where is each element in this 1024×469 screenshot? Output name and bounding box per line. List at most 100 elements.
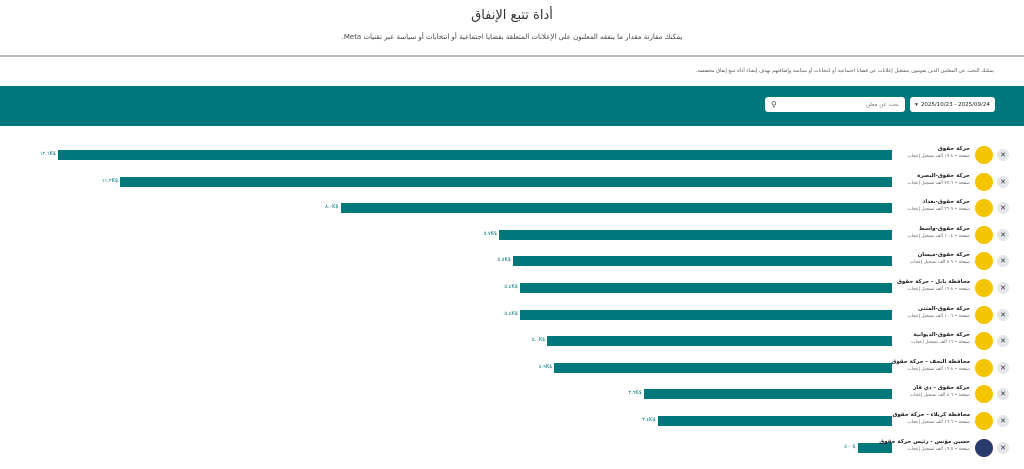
spend-value: ٥.٥K$ [497,257,511,264]
advertiser-row: ٥.٤K$ حركة حقوق-المثنى صفحة • ١٠.٦ ألف ت… [0,304,1024,330]
search-placeholder: بحث عن معلن [865,101,899,108]
advertiser-info[interactable]: حركة حقوق صفحة • ١٩.٨ ألف تسجيل إعجاب [907,146,970,159]
advertiser-row: ٥.٥K$ حركة حقوق-ميسان صفحة • ٥.٩ ألف تسج… [0,250,1024,276]
advertiser-name: حركة حقوق [937,146,970,152]
advertiser-desc: صفحة • ١٩.٨ ألف تسجيل إعجاب [907,154,970,159]
remove-icon[interactable]: ✕ [997,388,1009,401]
advertiser-name: حركة حقوق-الديوانية [913,332,970,339]
remove-icon[interactable]: ✕ [997,255,1009,268]
date-range-label: 2025/10/23 - 2025/09/24 [920,101,990,108]
spend-bar [58,150,892,160]
spend-value: ٨.٠K$ [325,204,339,211]
spend-bar [499,229,892,240]
page-subtitle: يمكنك مقارنة مقدار ما ينفقه المعلنون على… [341,33,683,41]
advertiser-avatar [975,199,993,218]
advertiser-avatar [975,146,993,164]
advertiser-info[interactable]: محافظة بابل - حركة حقوق صفحة • ١٩.٨ ألف … [897,279,970,292]
remove-icon[interactable]: ✕ [997,308,1009,321]
caret-down-icon: ▾ [915,101,918,108]
page-title: أداة تتبع الإنفاق [471,8,553,23]
spend-bar [643,389,892,400]
spend-value: ١١.٢K$ [101,177,119,184]
spend-bar [657,416,892,426]
advertiser-info[interactable]: حركة حقوق - ذي قار صفحة • ٨.٦ ألف تسجيل … [910,385,970,398]
advertiser-desc: صفحة • ٨.٦ ألف تسجيل إعجاب [909,393,970,399]
advertiser-avatar [975,279,993,297]
remove-icon[interactable]: ✕ [997,282,1009,294]
remove-icon[interactable]: ✕ [997,228,1009,241]
advertiser-info[interactable]: حركة حقوق-المثنى صفحة • ١٠.٦ ألف تسجيل إ… [907,306,970,319]
advertiser-name: حركة حقوق-بغداد [922,199,970,206]
advertiser-avatar [975,225,993,244]
spend-bar [519,283,892,293]
remove-icon[interactable]: ✕ [997,361,1009,374]
advertiser-name: محافظة النجف - حركة حقوق [891,358,970,365]
spend-bar [857,442,892,453]
spend-bar [519,309,892,320]
advertiser-desc: صفحة • ١٠.٤ ألف تسجيل إعجاب [907,233,970,239]
spend-value: ٥.٠K$ [531,337,546,344]
spend-value: ٣.٤K$ [642,417,656,423]
advertiser-info[interactable]: محافظة كربلاء - حركة حقوق صفحة • ١٦.٦ أل… [892,412,970,425]
spend-value: ٥٠٠$ [844,443,856,450]
advertiser-row: ٥.٧K$ حركة حقوق-واسط صفحة • ١٠.٤ ألف تسج… [0,224,1024,250]
advertiser-row: ٥.٤K$ محافظة بابل - حركة حقوق صفحة • ١٩.… [0,277,1024,303]
spend-value: ٣.٦K$ [628,390,642,397]
advertiser-row: ٥٠٠$ حسين مؤنس - رئيس حركة حقوق صفحة • ١… [0,437,1024,463]
remove-icon[interactable]: ✕ [997,335,1009,348]
advertiser-info[interactable]: حركة حقوق-بغداد صفحة • ٣٦.٩ ألف تسجيل إع… [907,199,970,212]
advertiser-name: حركة حقوق - ذي قار [913,385,970,392]
advertiser-row: ٣.٤K$ محافظة كربلاء - حركة حقوق صفحة • ١… [0,410,1024,436]
advertiser-row: ٥.٠K$ حركة حقوق-الديوانية صفحة • ١٦ ألف … [0,330,1024,356]
advertiser-name: حركة حقوق-ميسان [917,252,970,259]
advertiser-info[interactable]: حركة حقوق-ميسان صفحة • ٥.٩ ألف تسجيل إعج… [910,252,970,265]
spend-bar [547,336,892,347]
remove-icon[interactable]: ✕ [997,149,1009,161]
advertiser-avatar [975,305,993,324]
remove-icon[interactable]: ✕ [997,175,1009,188]
advertiser-avatar [975,438,993,457]
advertiser-info[interactable]: حركة حقوق-البصرة صفحة • ٢٧.٦ ألف تسجيل إ… [907,173,970,186]
spend-bar [120,176,892,187]
search-icon: ⚲ [771,100,777,109]
advertiser-info[interactable]: حركة حقوق-واسط صفحة • ١٠.٤ ألف تسجيل إعج… [907,226,970,239]
page-header: أداة تتبع الإنفاق يمكنك مقارنة مقدار ما … [0,0,1024,57]
spend-bar [512,256,892,267]
advertiser-name: حسين مؤنس - رئيس حركة حقوق [879,438,970,445]
advertiser-avatar [975,252,993,271]
remove-icon[interactable]: ✕ [997,415,1009,427]
spend-value: ٤.٩K$ [538,363,553,370]
advertiser-desc: صفحة • ١٦ ألف تسجيل إعجاب [911,340,970,346]
advertiser-search-input[interactable]: بحث عن معلن ⚲ [765,97,905,112]
remove-icon[interactable]: ✕ [997,202,1009,215]
instructions-text: يمكنك البحث عن المعلنين الذين يقومون بتش… [695,68,994,74]
advertiser-desc: صفحة • ١٠.٦ ألف تسجيل إعجاب [907,313,970,319]
advertiser-name: حركة حقوق-البصرة [917,172,970,179]
spend-value: ١٢.١K$ [39,151,56,157]
advertiser-name: محافظة كربلاء - حركة حقوق [892,412,970,418]
advertiser-name: حركة حقوق-واسط [918,225,970,232]
advertiser-name: محافظة بابل - حركة حقوق [897,279,970,285]
advertiser-avatar [975,358,993,377]
date-range-dropdown[interactable]: ▾ 2025/10/23 - 2025/09/24 [910,97,995,112]
spend-bar [554,362,892,373]
advertiser-desc: صفحة • ١٦.٦ ألف تسجيل إعجاب [907,420,970,425]
advertiser-desc: صفحة • ١٩.٨ ألف تسجيل إعجاب [907,366,970,372]
spend-value: ٥.٤K$ [504,310,518,317]
advertiser-info[interactable]: محافظة النجف - حركة حقوق صفحة • ١٩.٨ ألف… [891,359,970,372]
advertiser-desc: صفحة • ١٩.٨ ألف تسجيل إعجاب [907,287,970,292]
spend-value: ٥.٤K$ [504,284,518,290]
advertiser-avatar [975,172,993,191]
advertiser-info[interactable]: حسين مؤنس - رئيس حركة حقوق صفحة • ١٩.٥ أ… [879,439,970,452]
spend-value: ٥.٧K$ [483,230,498,237]
advertiser-row: ٨.٠K$ حركة حقوق-بغداد صفحة • ٣٦.٩ ألف تس… [0,197,1024,223]
advertiser-info[interactable]: حركة حقوق-الديوانية صفحة • ١٦ ألف تسجيل … [911,332,970,345]
advertiser-desc: صفحة • ٣٦.٩ ألف تسجيل إعجاب [907,207,970,213]
advertiser-avatar [975,385,993,404]
spend-bar [340,203,892,214]
advertiser-desc: صفحة • ١٩.٥ ألف تسجيل إعجاب [907,446,970,452]
advertiser-desc: صفحة • ٥.٩ ألف تسجيل إعجاب [909,260,970,266]
advertiser-row: ٤.٩K$ محافظة النجف - حركة حقوق صفحة • ١٩… [0,357,1024,383]
remove-icon[interactable]: ✕ [997,441,1009,454]
advertiser-row: ١١.٢K$ حركة حقوق-البصرة صفحة • ٢٧.٦ ألف … [0,171,1024,197]
